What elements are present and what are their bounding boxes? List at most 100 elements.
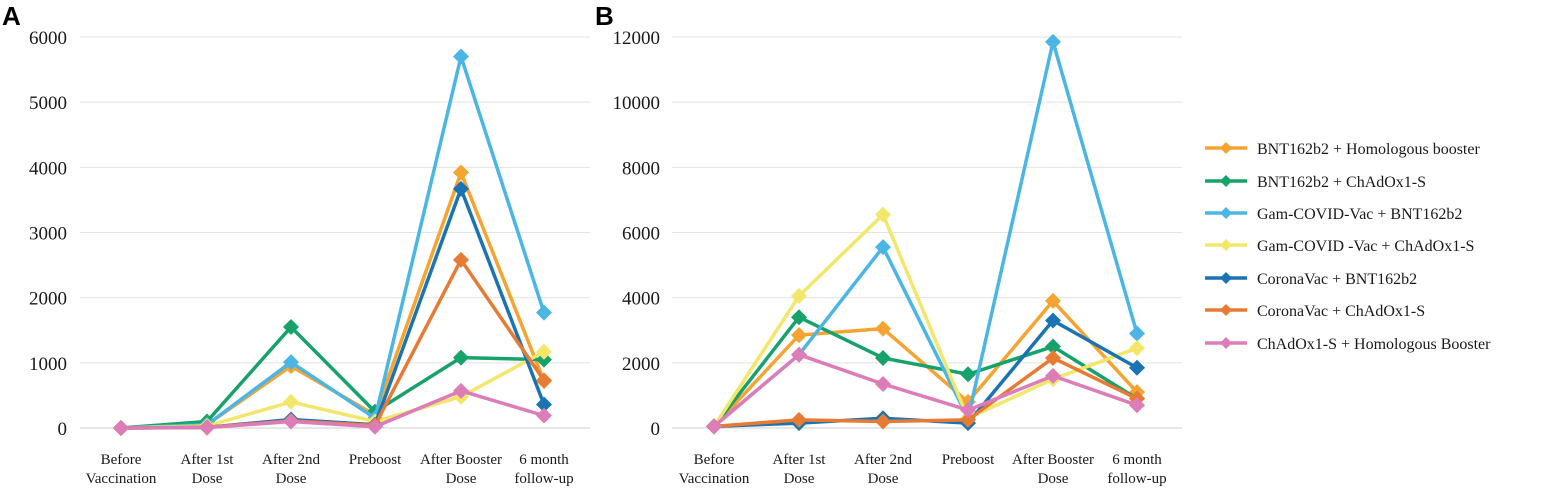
data-point [875,206,891,223]
data-point [791,288,807,305]
x-tick-label: After 2nd Dose [262,452,320,487]
legend-label: BNT162b2 + Homologous booster [1257,141,1480,158]
series-2 [113,318,552,436]
series-7 [113,382,552,436]
data-point [1045,349,1061,366]
data-point [536,304,552,321]
data-point [453,164,469,181]
series-7 [706,346,1145,435]
legend-marker [1220,239,1232,251]
x-tick-label: Before Vaccination [86,452,157,487]
data-point [453,382,469,399]
data-point [1045,367,1061,384]
data-point [875,320,891,337]
legend-item: ChAdOx1-S + Homologous Booster [1205,336,1491,353]
data-point [1045,292,1061,309]
y-tick-label: 8000 [622,158,660,179]
panel-label: A [2,1,21,31]
data-point [453,251,469,268]
legend-item: BNT162b2 + Homologous booster [1205,141,1480,158]
data-point [960,402,976,419]
series-3 [113,48,552,436]
legend-item: CoronaVac + ChAdOx1-S [1205,303,1425,320]
data-point [1129,325,1145,342]
x-tick-label: Before Vaccination [679,452,750,487]
legend-label: BNT162b2 + ChAdOx1-S [1257,174,1426,191]
y-tick-label: 12000 [613,28,661,49]
series-line [712,352,1138,428]
data-point [536,372,552,389]
legend-item: BNT162b2 + ChAdOx1-S [1205,174,1426,191]
y-tick-label: 5000 [29,93,67,114]
data-point [113,420,129,436]
series-line [120,258,546,430]
data-point [791,309,807,326]
data-point [875,349,891,366]
data-point [453,48,469,65]
data-point [960,411,976,428]
legend-marker [1220,175,1232,187]
data-point [283,318,299,335]
x-tick-label: After Booster Dose [1012,452,1094,487]
data-point [367,418,383,435]
x-tick-label: 6 month follow-up [1107,452,1166,487]
x-tick-label: After 1st Dose [773,452,827,487]
y-tick-label: 4000 [29,158,67,179]
y-tick-label: 6000 [622,224,660,245]
data-point [875,413,891,430]
y-tick-label: 3000 [29,224,67,245]
y-tick-label: 4000 [622,289,660,310]
series-line [712,315,1138,428]
data-point [1129,397,1145,414]
y-tick-label: 0 [651,419,661,440]
y-tick-label: 1000 [29,354,67,375]
legend-item: Gam-COVID -Vac + ChAdOx1-S [1205,238,1474,255]
data-point [1129,359,1145,376]
data-point [453,349,469,366]
x-tick-label: 6 month follow-up [514,452,573,487]
data-point [283,393,299,410]
data-point [199,419,215,436]
y-tick-label: 10000 [613,93,661,114]
y-tick-label: 2000 [622,354,660,375]
legend-label: CoronaVac + BNT162b2 [1257,271,1417,288]
series-3 [706,33,1145,435]
data-point [1045,33,1061,50]
data-point [536,396,552,413]
legend-marker [1220,337,1232,349]
legend-item: Gam-COVID-Vac + BNT162b2 [1205,206,1462,223]
data-point [791,411,807,428]
legend-label: ChAdOx1-S + Homologous Booster [1257,336,1491,353]
data-point [875,376,891,393]
x-tick-label: Preboost [942,452,995,468]
data-point [791,327,807,344]
data-point [453,180,469,197]
x-tick-label: After Booster Dose [420,452,502,487]
data-point [536,407,552,424]
legend-marker [1220,142,1232,154]
series-line [120,389,545,430]
data-point [536,343,552,360]
legend-label: CoronaVac + ChAdOx1-S [1257,303,1425,320]
legend-marker [1220,207,1232,219]
legend: BNT162b2 + Homologous booster BNT162b2 + … [1205,141,1491,353]
data-point [283,354,299,371]
data-point [1045,312,1061,329]
y-tick-label: 2000 [29,289,67,310]
chart-panel-b: B 0 2000 4000 6000 8000 10000 12000 Before Vaccin… [595,1,1182,487]
legend-label: Gam-COVID-Vac + BNT162b2 [1257,206,1462,223]
data-point [960,366,976,383]
legend-marker [1220,304,1232,316]
legend-marker [1220,272,1232,284]
data-point [1045,338,1061,355]
x-tick-label: Preboost [349,452,402,468]
x-tick-label: After 2nd Dose [854,452,912,487]
data-point [791,346,807,363]
series-6 [113,251,552,436]
panel-label: B [595,1,614,31]
data-point [283,413,299,430]
data-point [706,418,722,435]
y-tick-label: 6000 [29,28,67,49]
data-point [875,239,891,256]
